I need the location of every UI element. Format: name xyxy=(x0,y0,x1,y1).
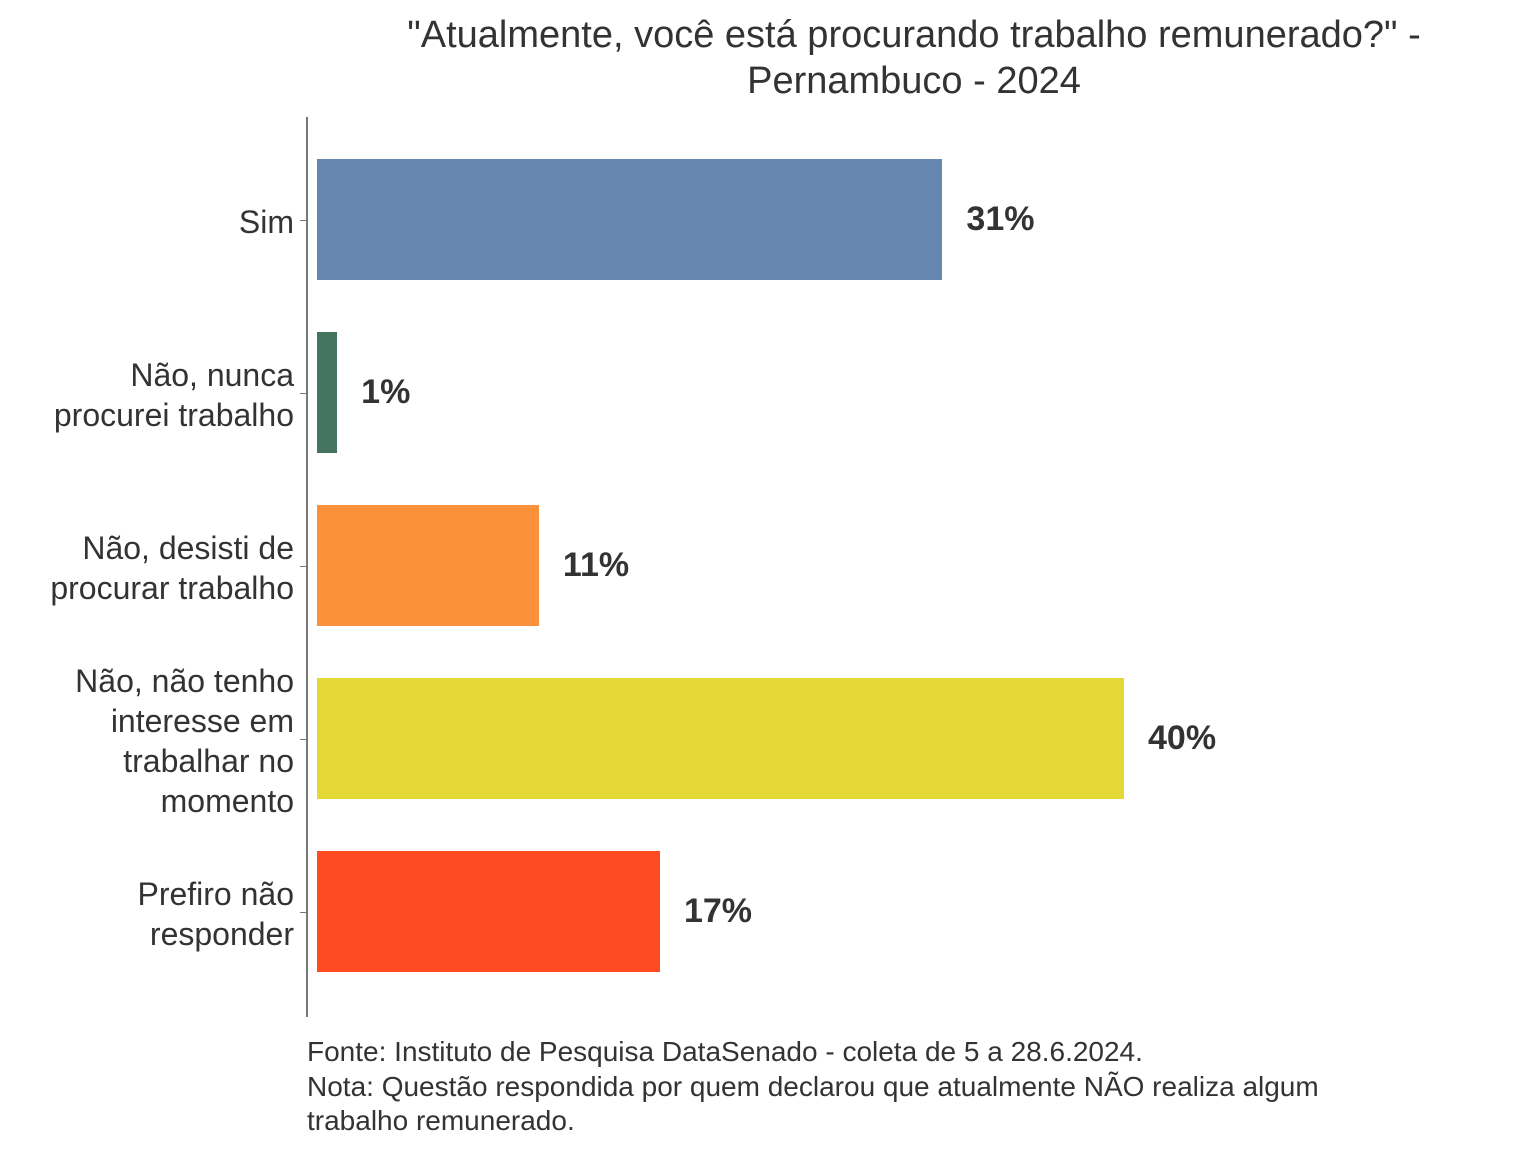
data-label-4: 17% xyxy=(683,891,753,930)
footer-note-1: Nota: Questão respondida por quem declar… xyxy=(307,1070,1319,1102)
y-tick-1 xyxy=(300,392,306,394)
bar-4 xyxy=(317,851,660,972)
bar-2 xyxy=(317,505,539,626)
category-label-line: interesse em xyxy=(110,702,294,739)
y-tick-4 xyxy=(300,911,306,913)
data-label-2: 11% xyxy=(562,545,630,584)
data-label-3: 40% xyxy=(1148,718,1217,757)
chart-title-line-1: "Atualmente, você está procurando trabal… xyxy=(407,14,1421,56)
y-tick-2 xyxy=(300,565,306,567)
category-label-line: procurar trabalho xyxy=(50,569,294,606)
y-tick-0 xyxy=(300,219,306,221)
footer: Fonte: Instituto de Pesquisa DataSenado … xyxy=(307,1035,1507,1139)
category-label-3: Não, não tenho interesse em trabalhar no mo… xyxy=(75,661,294,821)
footer-source: Fonte: Instituto de Pesquisa DataSenado … xyxy=(307,1036,1143,1067)
category-label-0: Sim xyxy=(239,202,294,242)
bar-0 xyxy=(317,159,943,280)
category-label-line: Não, nunca xyxy=(130,356,294,393)
bar-3 xyxy=(317,678,1124,799)
category-label-2: Não, desisti de procurar trabalho xyxy=(50,528,294,608)
category-label-line: trabalhar no xyxy=(123,742,294,779)
chart-title-line-2: Pernambuco - 2024 xyxy=(747,60,1081,102)
category-label-4: Prefiro não responder xyxy=(137,874,294,954)
category-label-line: Não, desisti de xyxy=(82,529,294,566)
category-label-line: Sim xyxy=(238,203,294,240)
category-label-line: responder xyxy=(149,915,294,952)
bar-1 xyxy=(317,332,338,453)
data-label-1: 1% xyxy=(361,372,411,411)
category-label-line: Não, não tenho xyxy=(75,662,294,699)
category-label-line: procurei trabalho xyxy=(53,396,294,433)
y-axis-line xyxy=(306,117,308,1017)
category-label-line: momento xyxy=(160,782,294,819)
data-label-0: 31% xyxy=(966,199,1035,238)
y-tick-3 xyxy=(300,738,306,740)
chart-title: "Atualmente, você está procurando trabal… xyxy=(300,12,1528,104)
category-label-line: Prefiro não xyxy=(137,875,294,912)
footer-note-2: trabalho remunerado. xyxy=(307,1105,575,1136)
category-label-1: Não, nunca procurei trabalho xyxy=(54,355,294,435)
